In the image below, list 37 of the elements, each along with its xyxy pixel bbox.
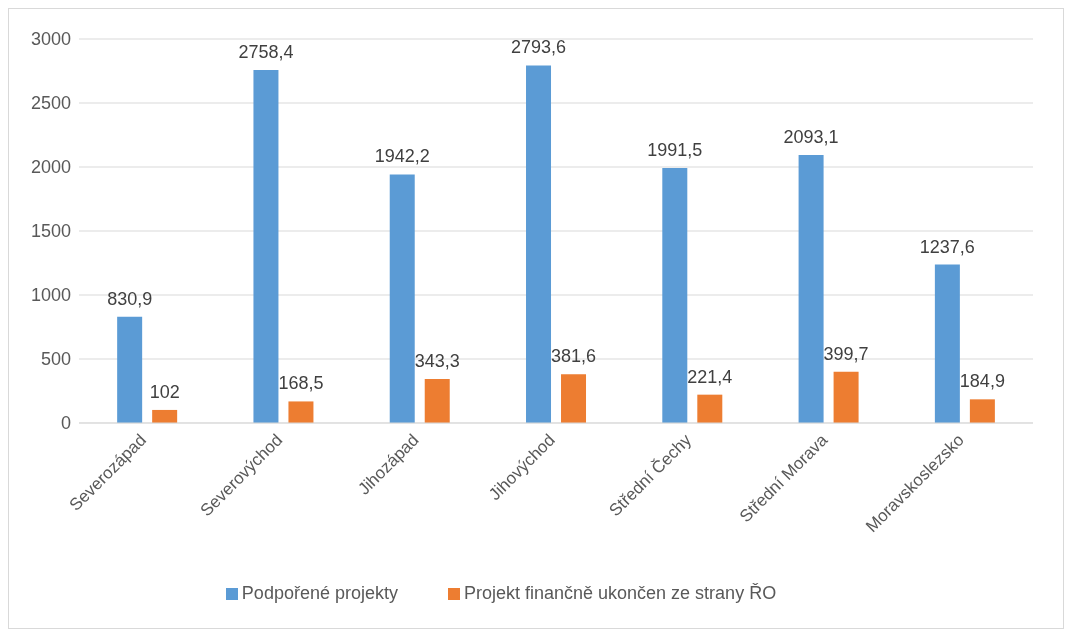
legend-label: Podpořené projekty: [241, 583, 398, 603]
y-tick-label: 500: [40, 349, 71, 370]
y-tick-label: 1000: [30, 285, 71, 306]
bar: [253, 69, 279, 423]
bar: [697, 394, 723, 423]
data-label: 2793,6: [510, 37, 567, 58]
y-tick-label: 1500: [30, 221, 71, 242]
data-label: 2758,4: [238, 41, 294, 62]
data-label: 221,4: [687, 366, 733, 387]
data-label: 102: [149, 381, 180, 402]
bar: [424, 379, 450, 423]
data-label: 1942,2: [374, 146, 430, 167]
bar: [833, 371, 859, 423]
data-label: 830,9: [107, 288, 153, 309]
bar: [798, 155, 824, 423]
bar: [934, 264, 960, 423]
data-label: 343,3: [414, 351, 460, 372]
bar: [969, 399, 995, 423]
bar: [288, 401, 314, 423]
bar: [152, 409, 178, 423]
bar: [662, 168, 688, 423]
data-label: 1991,5: [647, 140, 703, 161]
bar: [389, 174, 415, 423]
bar: [561, 374, 587, 423]
y-tick-label: 0: [60, 413, 71, 434]
data-label: 381,6: [550, 346, 597, 367]
data-label: 1237,6: [919, 236, 975, 257]
bar: [526, 65, 552, 423]
data-label: 399,7: [823, 343, 869, 364]
y-tick-label: 2000: [30, 157, 71, 178]
y-tick-label: 3000: [30, 29, 71, 50]
data-label: 168,5: [278, 373, 324, 394]
bar: [117, 316, 143, 423]
legend-label: Projekt finančně ukončen ze strany ŘO: [463, 583, 777, 603]
data-label: 2093,1: [783, 127, 839, 148]
y-tick-label: 2500: [30, 93, 71, 114]
data-label: 184,9: [959, 371, 1005, 392]
